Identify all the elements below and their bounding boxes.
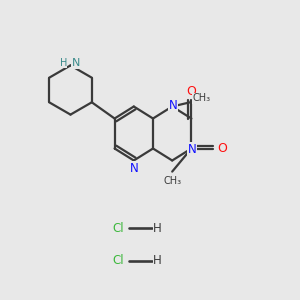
Text: N: N — [129, 161, 138, 175]
Text: H: H — [153, 254, 162, 268]
Text: N: N — [188, 142, 197, 156]
Text: O: O — [187, 85, 196, 98]
Text: N: N — [72, 58, 80, 68]
Text: CH₃: CH₃ — [192, 93, 210, 103]
Text: Cl: Cl — [113, 221, 124, 235]
Text: CH₃: CH₃ — [163, 176, 181, 186]
Text: O: O — [217, 142, 227, 155]
Text: H: H — [153, 221, 162, 235]
Text: N: N — [169, 99, 178, 112]
Text: H: H — [59, 58, 67, 68]
Text: Cl: Cl — [113, 254, 124, 268]
